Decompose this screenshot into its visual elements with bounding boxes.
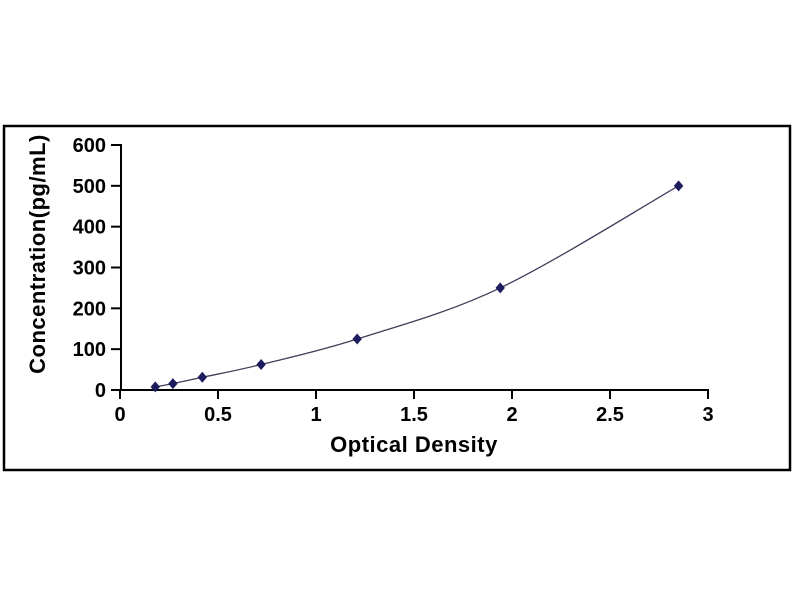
y-tick-label: 300 xyxy=(73,258,106,280)
data-point-marker xyxy=(168,378,178,390)
data-point-marker xyxy=(495,282,505,294)
data-point-marker xyxy=(352,333,362,345)
y-tick-label: 100 xyxy=(73,339,106,361)
y-tick-label: 500 xyxy=(73,176,106,198)
x-tick-label: 1.5 xyxy=(400,404,428,426)
chart-frame xyxy=(2,124,792,472)
y-tick-label: 0 xyxy=(95,380,106,402)
data-point-marker xyxy=(256,358,266,370)
x-tick-label: 3 xyxy=(702,404,713,426)
y-tick-label: 200 xyxy=(73,298,106,320)
x-axis-title: Optical Density xyxy=(330,432,498,457)
y-tick-label: 400 xyxy=(73,217,106,239)
y-axis-title: Concentration(pg/mL) xyxy=(25,134,50,374)
x-tick-label: 0.5 xyxy=(204,404,232,426)
data-point-marker xyxy=(150,381,160,393)
x-tick-label: 2 xyxy=(506,404,517,426)
data-point-marker xyxy=(673,180,684,192)
y-tick-label: 600 xyxy=(73,135,106,157)
x-tick-label: 2.5 xyxy=(596,404,624,426)
x-tick-label: 0 xyxy=(114,404,125,426)
x-tick-label: 1 xyxy=(310,404,321,426)
plot-layer: 0 100 200 300 400 500 600 0 0.5 1 1.5 2 2.5 3 xyxy=(73,135,714,426)
curve-line xyxy=(155,185,679,388)
data-point-marker xyxy=(197,371,208,383)
